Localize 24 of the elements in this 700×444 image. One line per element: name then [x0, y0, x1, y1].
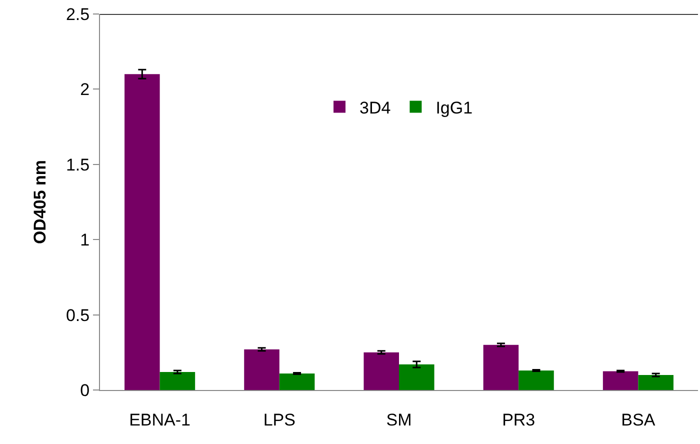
x-tick-label: LPS: [263, 410, 296, 430]
x-tick-label: SM: [386, 410, 412, 430]
x-tick-label: BSA: [621, 410, 656, 430]
legend-label: 3D4: [360, 98, 391, 118]
bar: [160, 372, 196, 390]
bar: [638, 374, 674, 390]
x-tick-label: PR3: [502, 410, 536, 430]
y-tick-label: 2: [80, 80, 90, 100]
bar: [244, 349, 280, 390]
y-axis-title: OD405 nm: [30, 160, 50, 244]
bar: [602, 371, 638, 390]
bar: [124, 74, 160, 390]
bar: [518, 370, 554, 390]
y-tick-label: 0: [80, 380, 90, 400]
bar: [399, 364, 434, 390]
bar: [364, 352, 399, 390]
x-tick-label: EBNA-1: [129, 410, 191, 430]
y-tick-label: 0.5: [66, 306, 90, 325]
bar: [483, 344, 519, 390]
y-tick-label: 1.5: [66, 155, 90, 174]
legend-label: IgG1: [436, 98, 473, 118]
y-tick-label: 2.5: [66, 4, 90, 24]
y-tick-label: 1: [80, 230, 90, 250]
bar: [279, 373, 315, 390]
